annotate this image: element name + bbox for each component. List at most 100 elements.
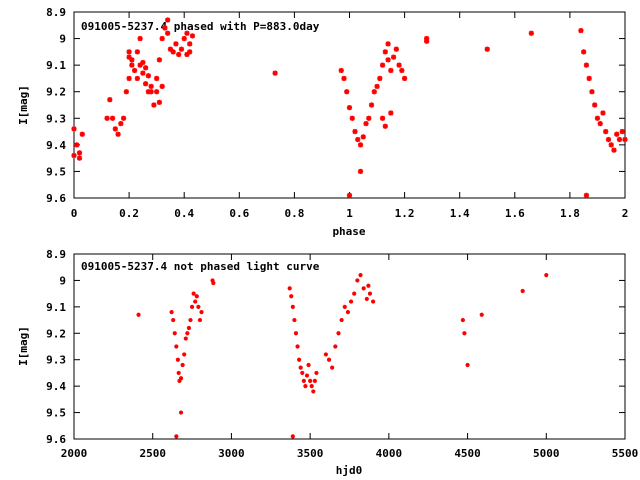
chart-1-data-point	[162, 25, 168, 31]
chart-2-data-point	[175, 357, 181, 362]
chart-2-data-point	[309, 384, 314, 389]
chart-2-ytick-label: 9.3	[46, 354, 66, 367]
chart-1-xtick-label: 0	[71, 207, 78, 220]
chart-1-ylabel: I[mag]	[17, 85, 30, 125]
chart-1-data-point	[165, 30, 171, 36]
chart-1-data-point	[189, 33, 196, 39]
chart-2-data-point	[176, 370, 181, 376]
chart-2-data-point	[183, 336, 188, 341]
chart-2-data-point	[199, 310, 204, 315]
chart-1-data-point	[388, 110, 394, 116]
chart-2-data-point	[297, 357, 302, 362]
chart-1-xtick-label: 0.4	[174, 207, 194, 220]
chart-1-data-point	[170, 49, 176, 55]
chart-1-data-point	[148, 83, 154, 89]
chart-1-points	[71, 17, 628, 198]
chart-2-data-point	[287, 286, 292, 291]
chart-2-ytick-label: 9.1	[46, 301, 66, 314]
chart-1-data-point	[583, 62, 590, 68]
chart-1-ytick-label: 9.6	[46, 192, 66, 205]
chart-1-data-point	[377, 75, 383, 82]
chart-2-xtick-label: 4000	[376, 447, 403, 460]
chart-2-plot-frame	[73, 253, 626, 440]
chart-2-data-point	[196, 304, 201, 309]
chart-2-xtick-label: 2000	[61, 447, 88, 460]
chart-2-data-point	[292, 317, 297, 323]
chart-2-data-point	[326, 357, 332, 362]
chart-2-data-point	[172, 331, 177, 336]
chart-1-xtick-label: 2	[622, 207, 629, 220]
chart-1-data-point	[357, 168, 364, 175]
chart-1-data-point	[594, 115, 601, 121]
chart-1-data-point	[368, 102, 375, 108]
chart-1-data-point	[399, 67, 405, 74]
chart-2-data-point	[367, 291, 373, 296]
chart-1-data-point	[159, 83, 165, 89]
chart-1-data-point	[371, 89, 377, 95]
chart-1-data-point	[388, 67, 394, 74]
chart-1-plot-frame	[73, 11, 626, 199]
chart-2-data-point	[174, 344, 179, 349]
chart-1-data-point	[154, 75, 160, 82]
chart-2-xlabel: hjd0	[336, 464, 363, 477]
chart-1-data-point	[611, 147, 617, 153]
chart-2-data-point	[314, 370, 319, 376]
chart-1-data-point	[622, 136, 628, 143]
chart-1-xtick-label: 1.2	[395, 207, 415, 220]
chart-1-data-point	[382, 123, 388, 129]
chart-1-data-point	[134, 75, 140, 82]
chart-1-data-point	[137, 35, 143, 42]
chart-1-xtick-label: 0.6	[229, 207, 249, 220]
chart-1-data-point	[134, 49, 140, 55]
chart-1-data-point	[402, 75, 408, 82]
chart-2-data-point	[189, 304, 195, 309]
chart-1-data-point	[178, 46, 185, 52]
chart-2-ytick-label: 9.2	[46, 327, 66, 340]
chart-2-data-point	[178, 376, 184, 381]
chart-1-data-point	[76, 155, 83, 161]
chart-1-data-point	[379, 115, 386, 121]
chart-1-data-point	[349, 115, 355, 121]
chart-2-data-point	[290, 434, 295, 439]
chart-1-data-point	[112, 126, 118, 132]
chart-1-data-point	[156, 57, 163, 63]
chart-2-data-point	[188, 317, 193, 323]
chart-1-xtick-label: 1.4	[450, 207, 470, 220]
chart-1-data-point	[71, 126, 77, 132]
chart-2-data-point	[194, 294, 199, 299]
chart-1-data-point	[385, 41, 391, 47]
chart-2-data-point	[301, 378, 306, 383]
chart-2-data-point	[303, 384, 308, 389]
chart-2-data-point	[300, 370, 305, 376]
chart-1-data-point	[107, 97, 113, 103]
chart-1-data-point	[366, 115, 372, 121]
chart-2-data-point	[306, 362, 311, 368]
chart-1-data-point	[355, 136, 361, 143]
chart-1-data-point	[341, 75, 347, 82]
chart-1-data-point	[184, 30, 190, 36]
chart-2-title: 091005-5237.4 not phased light curve	[81, 260, 320, 273]
chart-1-data-point	[151, 102, 157, 108]
chart-2-data-point	[544, 273, 549, 278]
chart-1-data-point	[600, 110, 606, 116]
chart-1-data-point	[583, 192, 590, 198]
chart-2-data-point	[333, 344, 338, 349]
chart-2-data-point	[308, 378, 313, 383]
chart-1-data-point	[132, 67, 138, 74]
chart-1-data-point	[143, 81, 149, 87]
chart-2-data-point	[136, 312, 141, 317]
chart-2-data-point	[293, 331, 299, 336]
chart-1-ytick-label: 9.5	[46, 165, 66, 178]
chart-1-data-point	[176, 51, 182, 58]
chart-1-data-point	[159, 35, 165, 42]
chart-2-data-point	[520, 288, 525, 294]
chart-2-ytick-label: 9.5	[46, 407, 66, 420]
chart-2-xtick-label: 3500	[297, 447, 324, 460]
chart-2-data-point	[366, 283, 371, 288]
chart-1-data-point	[165, 17, 171, 23]
chart-2-data-point	[348, 299, 354, 304]
chart-2-data-point	[185, 331, 190, 336]
chart-2-data-point	[197, 317, 203, 323]
chart-2-data-point	[186, 325, 192, 331]
chart-1-data-point	[109, 115, 116, 121]
